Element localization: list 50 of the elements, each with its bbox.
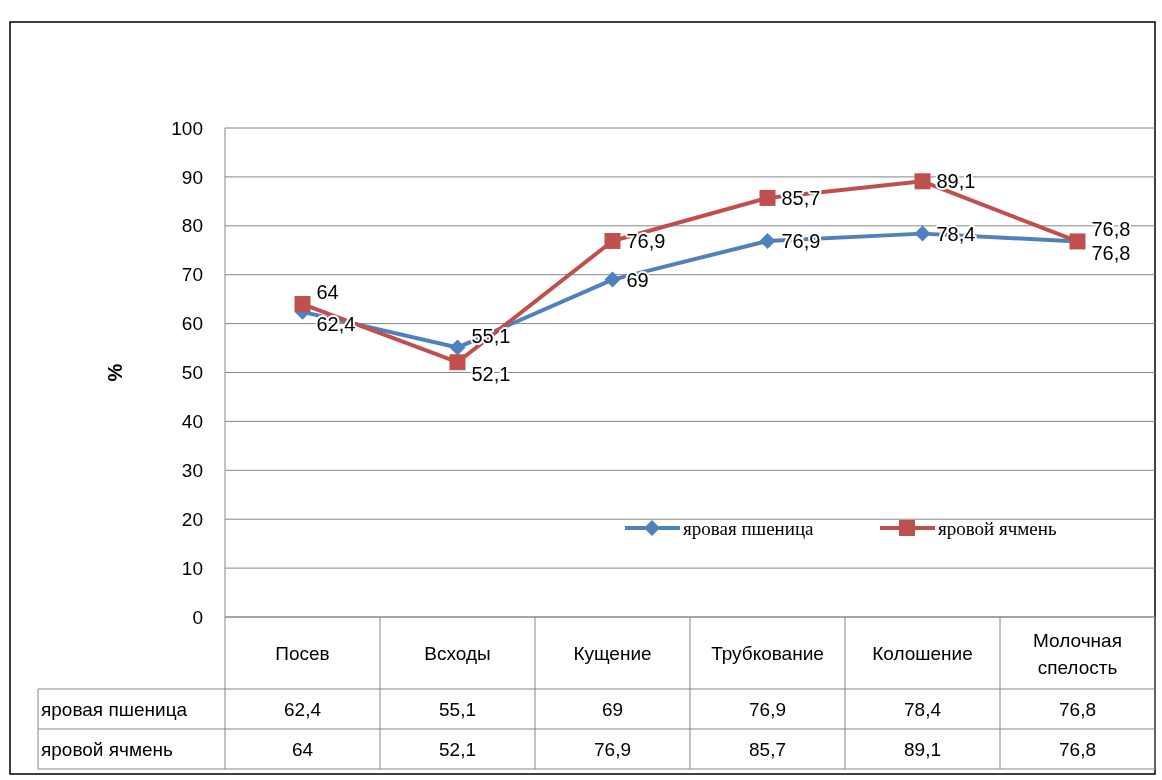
text: 76,8	[1091, 242, 1131, 265]
data-label: 76,9	[749, 698, 786, 720]
y-tick-label: 70	[181, 264, 203, 286]
x-tick-label: Кущение	[573, 642, 652, 664]
data-label: 52,1	[439, 738, 476, 760]
x-tick-label: Колошение	[872, 642, 973, 664]
point	[759, 232, 776, 249]
y-tick-label: 30	[181, 459, 203, 481]
legend-label: яровая пшеница	[683, 517, 815, 539]
text: 76,9	[626, 229, 666, 252]
x-tick-label: Трубкование	[711, 642, 824, 664]
data-label: 76,8	[1059, 698, 1096, 720]
data-label: 76,8	[1059, 738, 1096, 760]
x-tick-label: Молочная спелость	[1033, 629, 1122, 678]
y-tick-label: 10	[181, 557, 203, 579]
text: яровой ячмень	[41, 738, 173, 760]
text: яровая пшеница	[41, 698, 188, 720]
x-tick-label: Всходы	[424, 642, 491, 664]
text: 52,1	[471, 363, 511, 386]
data-label: 69	[601, 698, 624, 720]
data-label: 85,7	[749, 738, 786, 760]
y-tick-label: 0	[192, 606, 203, 628]
data-label: 62,4	[284, 698, 322, 720]
y-tick-label: 80	[181, 215, 203, 237]
point	[294, 296, 311, 313]
text: 69	[626, 268, 649, 291]
x-tick-label: Посев	[275, 642, 330, 664]
y-tick-label: 20	[181, 508, 203, 530]
y-tick-label: 60	[181, 313, 203, 335]
data-label: 55,1	[439, 698, 476, 720]
point	[449, 354, 466, 371]
legend-label: яровой ячмень	[938, 517, 1057, 539]
data-label: 78,4	[904, 698, 942, 720]
y-tick-label: 90	[181, 166, 203, 188]
point	[604, 271, 621, 288]
point	[914, 173, 931, 190]
text: 76,8	[1091, 218, 1131, 241]
point	[449, 339, 466, 356]
data-label: 89,1	[904, 738, 941, 760]
text: 64	[316, 281, 339, 304]
y-tick-label: 50	[181, 362, 203, 384]
point	[604, 232, 621, 249]
point	[914, 225, 931, 242]
data-label: 76,9	[594, 738, 631, 760]
point	[759, 189, 776, 206]
y-tick-label: 40	[181, 411, 203, 433]
y-tick-label: 100	[171, 117, 203, 139]
y-axis-title: %	[104, 363, 126, 382]
text: 89,1	[936, 170, 976, 193]
data-label: 64	[291, 738, 314, 760]
